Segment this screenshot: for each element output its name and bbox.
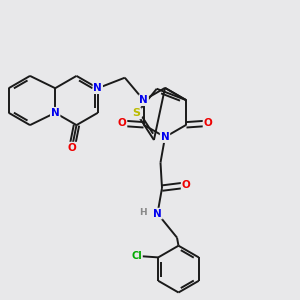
Text: N: N <box>139 95 148 105</box>
Text: O: O <box>118 118 127 128</box>
Text: N: N <box>51 108 60 118</box>
Text: O: O <box>68 142 76 153</box>
Text: O: O <box>203 118 212 128</box>
Text: Cl: Cl <box>131 251 142 261</box>
Text: N: N <box>93 83 102 93</box>
Text: O: O <box>182 180 190 190</box>
Text: H: H <box>139 208 146 217</box>
Text: N: N <box>160 132 169 142</box>
Text: N: N <box>153 208 162 219</box>
Text: S: S <box>133 108 141 118</box>
